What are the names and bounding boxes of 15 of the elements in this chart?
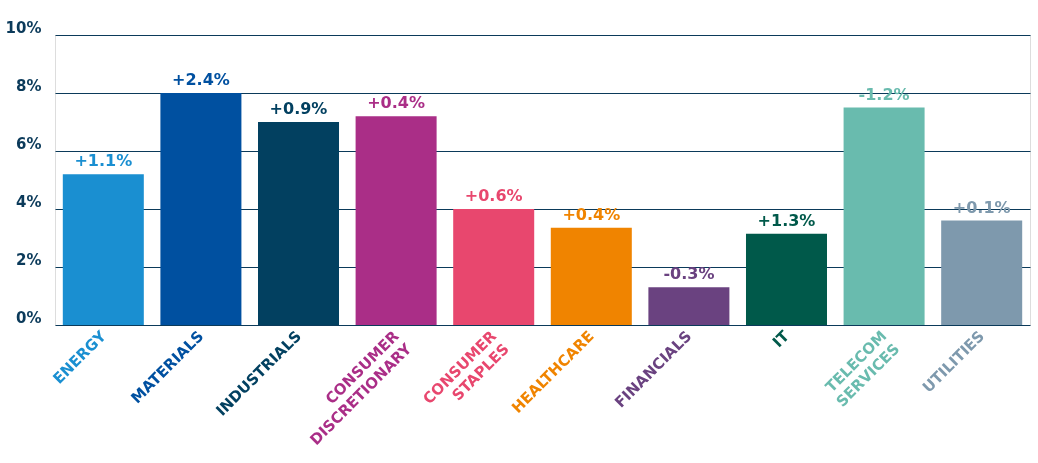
x-tick-label: IT <box>768 326 794 352</box>
y-tick-label: 8% <box>16 76 42 95</box>
y-tick-label: 6% <box>16 134 42 153</box>
annotation: +1.3% <box>757 210 816 230</box>
y-tick-label: 10% <box>5 18 42 37</box>
y-tick-label: 4% <box>16 192 42 211</box>
y-tick-label: 0% <box>16 308 42 327</box>
annotation: +1.1% <box>74 151 133 171</box>
annotation: +0.4% <box>562 204 621 224</box>
annotation: +0.9% <box>269 99 328 118</box>
annotation: +0.6% <box>464 186 523 205</box>
y-tick-label: 2% <box>16 250 42 269</box>
annotation: +2.4% <box>172 70 230 89</box>
annotation: -0.3% <box>663 264 715 284</box>
annotation: +0.4% <box>367 93 425 113</box>
